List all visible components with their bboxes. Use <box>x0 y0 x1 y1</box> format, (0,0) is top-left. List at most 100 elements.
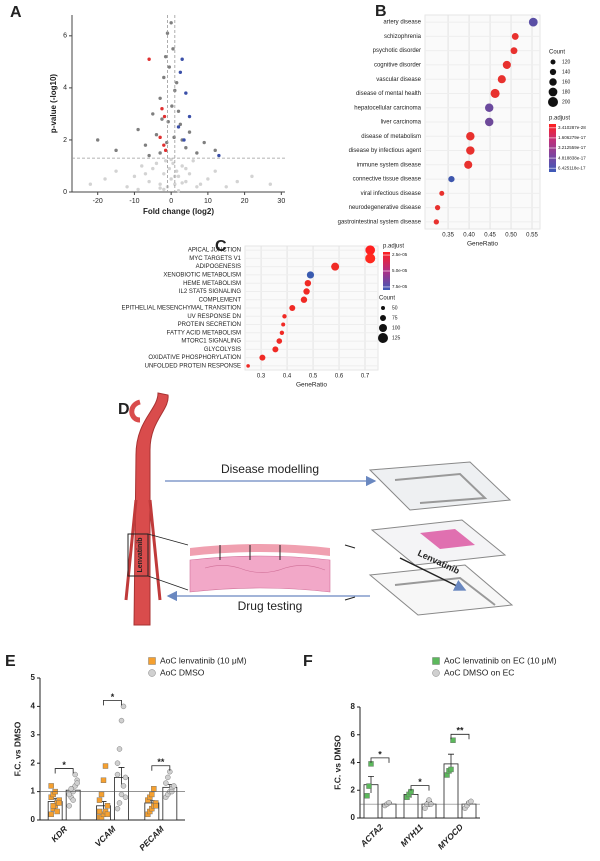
legend-label: AoC DMSO <box>160 667 205 677</box>
point <box>104 803 111 809</box>
dot <box>528 17 538 27</box>
point <box>174 169 179 173</box>
point <box>213 148 217 153</box>
category-label: ADIPOGENESIS <box>196 264 241 270</box>
dot <box>502 60 511 69</box>
significance-label: * <box>378 749 382 759</box>
chart-panel: B 0.35 0.40 0.45 0.50 0.55 artery disease schiz… <box>338 3 587 248</box>
significance-bracket <box>370 757 390 763</box>
point <box>162 187 166 192</box>
point <box>173 182 177 186</box>
category-label: IL2 STAT5 SIGNALING <box>179 289 241 295</box>
x-axis-title: Fold change (log2) <box>143 207 214 216</box>
point <box>187 130 192 134</box>
y-tick-label: 6 <box>351 730 356 739</box>
legend-swatch <box>432 657 440 665</box>
point <box>184 166 188 171</box>
significance-label: * <box>418 777 422 787</box>
point <box>160 107 164 111</box>
dot <box>276 338 283 344</box>
legend-dot <box>548 87 558 97</box>
dot <box>511 32 519 40</box>
dot <box>331 262 340 271</box>
point <box>158 182 162 186</box>
point <box>184 146 188 150</box>
legend-dot <box>381 306 385 310</box>
legend-label: 2.5e-05 <box>392 252 408 257</box>
dot <box>306 271 315 279</box>
point <box>235 179 239 184</box>
category-label: connective tissue disease <box>353 177 422 183</box>
point <box>158 135 162 140</box>
point <box>169 21 173 25</box>
y-tick-label: 6 <box>63 33 67 40</box>
category-label: UNFOLDED PROTEIN RESPONSE <box>145 363 241 369</box>
point <box>195 151 199 155</box>
panel-letter: B <box>375 3 387 20</box>
point <box>140 164 144 168</box>
point <box>160 117 164 121</box>
point <box>165 140 169 145</box>
point <box>178 70 183 74</box>
point <box>114 148 118 153</box>
point <box>149 791 155 798</box>
x-tick-label: 0.55 <box>526 233 538 239</box>
point <box>102 763 109 769</box>
panel-letter: D <box>118 401 130 418</box>
point <box>163 54 168 59</box>
y-tick-label: 2 <box>351 785 356 794</box>
endothelium <box>190 544 330 556</box>
point <box>104 811 111 818</box>
point <box>136 187 140 192</box>
point <box>162 75 166 80</box>
point <box>50 803 56 809</box>
y-tick-label: 0 <box>63 189 67 196</box>
legend-label: 75 <box>392 315 398 321</box>
point <box>74 780 80 786</box>
category-label: EPITHELIAL MESENCHYMAL TRANSITION <box>122 306 241 312</box>
aorta <box>133 392 169 626</box>
dot <box>433 219 439 225</box>
point <box>195 185 199 189</box>
category-label: COMPLEMENT <box>199 297 242 303</box>
dot <box>466 132 475 141</box>
legend-label: 50 <box>392 305 398 311</box>
x-tick-label: VCAM <box>93 823 118 848</box>
legend-label: 6.425118e-17 <box>558 165 586 170</box>
point <box>163 159 168 163</box>
smooth-muscle <box>189 555 331 593</box>
point <box>172 135 176 140</box>
dot <box>282 314 287 319</box>
point <box>158 151 162 155</box>
dot <box>484 117 494 127</box>
panel-letter: A <box>10 4 22 21</box>
category-label: MYC TARGETS V1 <box>189 256 241 262</box>
point <box>72 771 78 778</box>
point <box>48 783 54 789</box>
point <box>118 791 125 798</box>
point <box>171 161 175 166</box>
category-label: neurodegenerative disease <box>349 205 422 211</box>
diagram-label: Drug testing <box>238 599 303 613</box>
significance-bracket <box>54 768 74 774</box>
x-tick-label: 0 <box>169 198 173 205</box>
point <box>224 185 228 189</box>
legend-label: 125 <box>392 335 401 341</box>
chip-channel <box>394 576 496 606</box>
legend-dot <box>380 315 386 321</box>
point <box>103 177 107 181</box>
x-tick-label: MYH11 <box>398 822 425 849</box>
point <box>122 774 129 781</box>
dot <box>448 175 455 183</box>
category-label: HEME METABOLISM <box>183 281 241 287</box>
diagram-label: Lenvatinib <box>137 537 144 572</box>
x-tick-label: 0.5 <box>309 374 318 380</box>
point <box>66 791 72 798</box>
point <box>153 803 159 809</box>
point <box>217 153 221 158</box>
category-label: disease by infectious agent <box>349 148 422 154</box>
point <box>180 164 184 168</box>
y-axis-title: F.C. vs DMSO <box>332 735 342 790</box>
y-tick-label: 3 <box>31 730 36 739</box>
point <box>147 153 151 158</box>
